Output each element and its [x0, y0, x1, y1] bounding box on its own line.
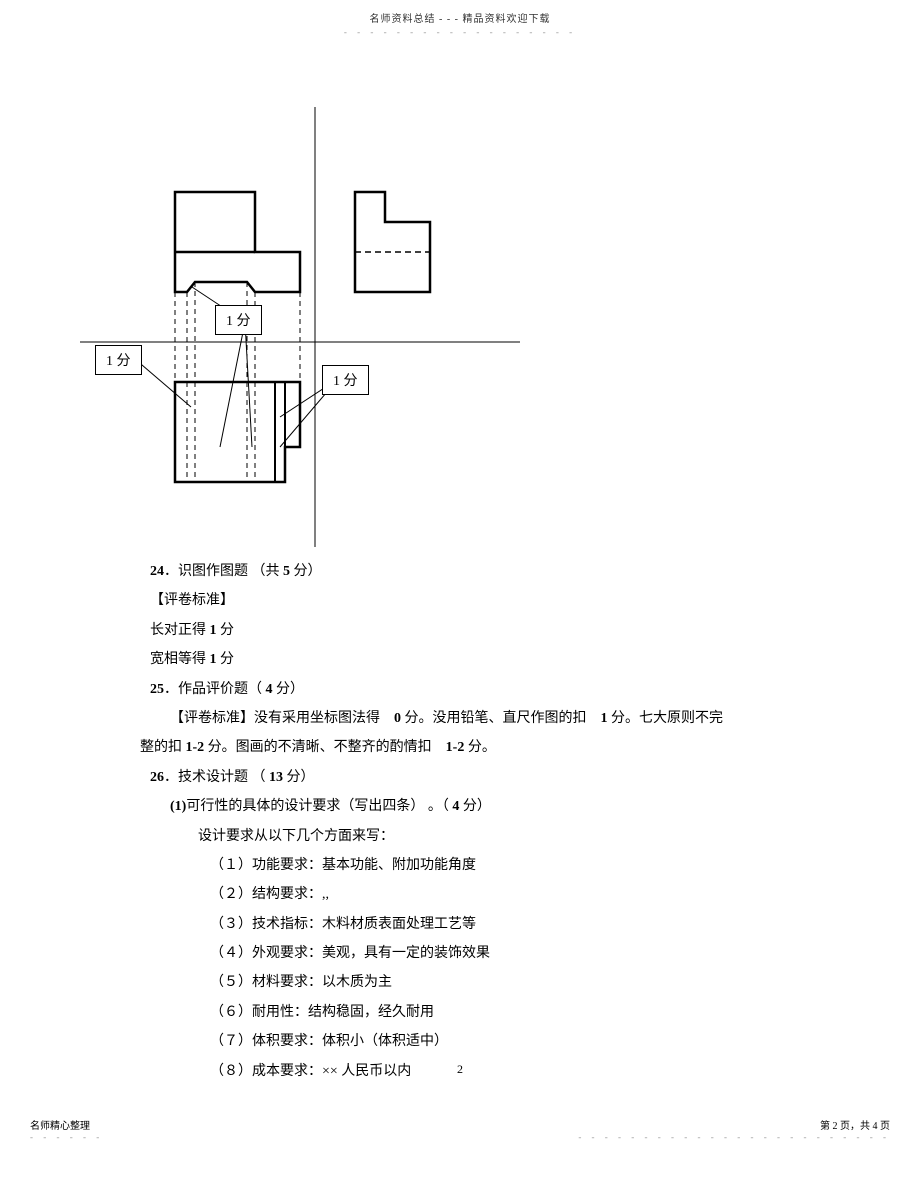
q25-grading-2: 整的扣 1-2 分。图画的不清晰、不整齐的酌情扣 1-2 分。: [140, 733, 780, 762]
footer-left: 名师精心整理 - - - - - -: [30, 1117, 103, 1142]
score-label-2: 1 分: [215, 305, 262, 335]
design-req-5: （５）材料要求：以木质为主: [150, 968, 780, 997]
q25-grading-1: 【评卷标准】没有采用坐标图法得 0 分。没用铅笔、直尺作图的扣 1 分。七大原则…: [150, 704, 780, 733]
design-intro: 设计要求从以下几个方面来写：: [150, 822, 780, 851]
score-label-3: 1 分: [322, 365, 369, 395]
header-title: 名师资料总结: [370, 14, 436, 25]
footer-right: 第 2 页，共 4 页 - - - - - - - - - - - - - - …: [578, 1117, 890, 1142]
grading-title: 【评卷标准】: [150, 586, 780, 615]
q26-line: 26．技术设计题 （ 13 分）: [150, 763, 780, 792]
content-body: 24．识图作图题 （共 5 分） 【评卷标准】 长对正得 1 分 宽相等得 1 …: [150, 557, 780, 1086]
page-header: 名师资料总结 - - - 精品资料欢迎下载: [0, 0, 920, 25]
grading-line-2: 宽相等得 1 分: [150, 645, 780, 674]
design-req-1: （１）功能要求：基本功能、附加功能角度: [150, 851, 780, 880]
header-subtitle: 精品资料欢迎下载: [463, 14, 551, 25]
design-req-4: （４）外观要求：美观，具有一定的装饰效果: [150, 939, 780, 968]
header-dashes: - - - - - - - - - - - - - - - - - -: [0, 27, 920, 37]
grading-line-1: 长对正得 1 分: [150, 616, 780, 645]
footer-right-dashes: - - - - - - - - - - - - - - - - - - - - …: [578, 1132, 890, 1142]
score-label-1: 1 分: [95, 345, 142, 375]
q24-line: 24．识图作图题 （共 5 分）: [150, 557, 780, 586]
diagram-area: 1 分 1 分 1 分: [80, 87, 740, 547]
design-req-2: （２）结构要求：,,: [150, 880, 780, 909]
design-req-7: （７）体积要求：体积小（体积适中）: [150, 1027, 780, 1056]
footer-right-text: 第 2 页，共 4 页: [578, 1117, 890, 1132]
design-req-6: （６）耐用性：结构稳固，经久耐用: [150, 998, 780, 1027]
q25-line: 25．作品评价题（ 4 分）: [150, 675, 780, 704]
header-sep: - - -: [439, 14, 459, 25]
technical-drawing: [80, 87, 740, 547]
page-number: 2: [0, 1062, 920, 1077]
q26-sub1: (1)可行性的具体的设计要求（写出四条） 。（ 4 分）: [150, 792, 780, 821]
q24-num: 24: [150, 564, 164, 579]
footer-left-dashes: - - - - - -: [30, 1132, 103, 1142]
design-req-3: （３）技术指标：木料材质表面处理工艺等: [150, 910, 780, 939]
footer-left-text: 名师精心整理: [30, 1117, 103, 1132]
